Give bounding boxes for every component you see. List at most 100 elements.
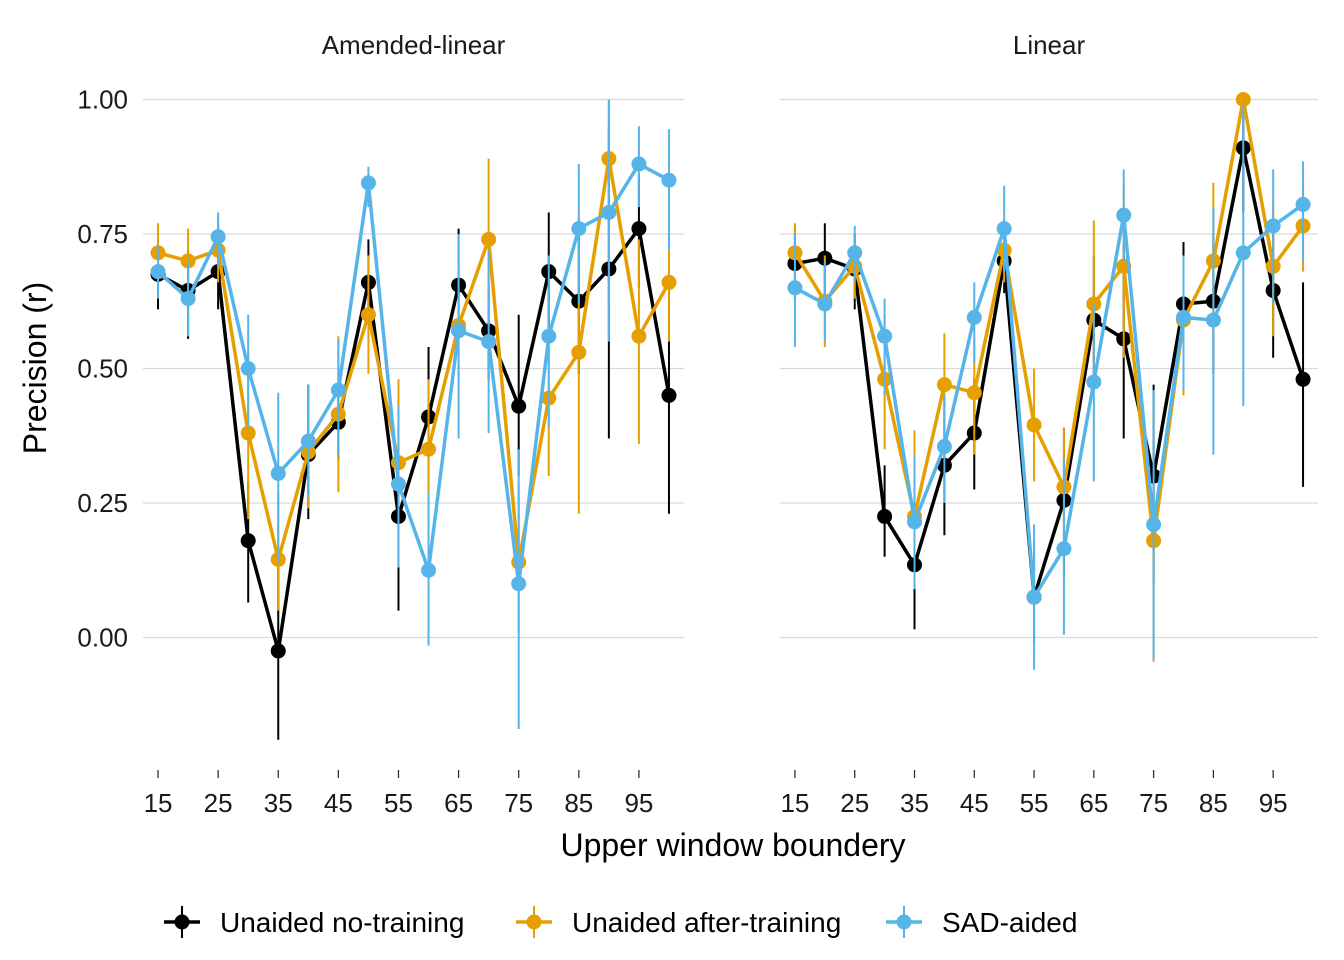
x-tick-label: 35 [264,788,293,818]
data-point [1205,312,1221,328]
series-line [157,226,671,653]
data-point [180,291,196,307]
x-tick-label: 55 [384,788,413,818]
x-tick-label: 45 [324,788,353,818]
data-point [1265,218,1281,234]
data-point [847,245,863,261]
data-point [877,328,893,344]
y-tick-label: 0.75 [77,219,128,249]
legend-item: Unaided no-training [164,906,464,938]
x-tick-label: 95 [1259,788,1288,818]
data-point [1235,92,1251,107]
data-point [421,562,437,578]
y-tick-label: 0.50 [77,354,128,384]
x-tick-label: 55 [1020,788,1049,818]
series-line [794,146,1305,599]
data-point [1056,541,1072,557]
data-point [240,361,256,376]
data-point [481,231,497,247]
data-point [1295,371,1311,387]
data-point [966,385,982,401]
x-tick-label: 75 [1139,788,1168,818]
legend-item: Unaided after-training [516,906,841,938]
y-tick-label: 1.00 [77,85,128,115]
series-line [156,162,670,586]
data-point [270,643,286,659]
y-tick-label: 0.00 [77,623,128,653]
series-0 [787,115,1311,643]
series-line [157,156,671,564]
data-point [877,508,893,524]
data-point [936,439,952,455]
data-point [661,387,677,403]
panel-1: Linear 15 25 35 45 55 65 75 85 95 [780,30,1318,818]
x-axis-title: Upper window boundery [560,827,905,863]
data-point [300,433,316,449]
x-tick-label: 85 [1199,788,1228,818]
data-point [661,172,677,188]
x-tick-label: 95 [624,788,653,818]
data-point [1176,309,1191,325]
data-point [996,221,1012,237]
panel-title: Amended-linear [322,30,506,60]
legend-label: Unaided no-training [220,907,464,938]
x-tick-label: 85 [564,788,593,818]
data-point [360,175,376,191]
data-point [451,323,467,339]
data-point [481,334,497,350]
x-tick-label: 45 [960,788,989,818]
data-point [511,398,527,414]
data-point [270,465,286,481]
data-point [421,441,437,457]
data-point [1026,589,1042,605]
x-tick-label: 65 [444,788,473,818]
y-axis-title: Precision (r) [17,282,53,454]
data-point [1235,245,1251,261]
series-2 [787,104,1311,670]
data-point [150,264,166,280]
data-point [601,204,617,220]
data-point [541,328,557,344]
legend-label: SAD-aided [942,907,1077,938]
data-point [631,221,647,237]
data-point [210,229,226,245]
data-point [390,476,406,492]
x-tick-label: 15 [780,788,809,818]
y-axis: 0.00 0.25 0.50 0.75 1.00 [77,85,128,653]
data-point [1026,417,1042,433]
panel-title: Linear [1013,30,1086,60]
panel-0: Amended-linear 15 25 35 45 55 65 75 85 95 [143,30,684,818]
data-point [571,221,587,237]
data-point [631,328,647,344]
x-tick-label: 15 [144,788,173,818]
data-point [330,382,346,398]
legend-key-point [896,914,912,930]
x-tick-label: 65 [1079,788,1108,818]
data-point [240,533,256,549]
legend-label: Unaided after-training [572,907,841,938]
data-point [360,307,376,323]
data-point [907,514,922,530]
data-point [240,425,256,441]
x-tick-label: 25 [204,788,233,818]
data-point [571,344,587,360]
chart-panels: Amended-linear 15 25 35 45 55 65 75 85 95 Linear 15… [143,30,1318,818]
series-2 [150,99,677,729]
data-point [966,309,982,325]
data-point [631,156,647,172]
data-point [817,296,833,312]
series-line [794,202,1305,599]
x-tick-label: 35 [900,788,929,818]
y-tick-label: 0.25 [77,488,128,518]
data-point [661,274,677,290]
data-point [1086,374,1102,390]
data-point [511,576,527,592]
legend-item: SAD-aided [886,906,1077,938]
x-tick-label: 75 [504,788,533,818]
chart-legend: Unaided no-training Unaided after-trainin… [164,906,1077,938]
data-point [1146,517,1162,533]
series-line [793,97,1305,543]
data-point [1295,196,1311,212]
legend-key-point [174,914,190,930]
